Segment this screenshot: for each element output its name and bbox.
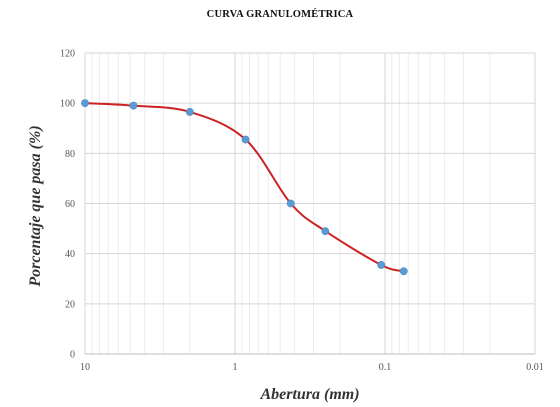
x-tick-label: 0.1	[379, 362, 392, 373]
data-point	[241, 135, 250, 144]
y-tick-label: 20	[65, 299, 75, 310]
y-tick-label: 40	[65, 249, 75, 260]
y-tick-label: 0	[70, 350, 75, 361]
major-gridlines	[84, 52, 536, 355]
data-point	[129, 101, 138, 110]
x-tick-labels: 10 1 0.1 0.01	[80, 362, 544, 373]
x-tick-label: 10	[80, 362, 90, 373]
chart-title: CURVA GRANULOMÉTRICA	[206, 9, 354, 20]
data-point	[399, 267, 408, 276]
series-line	[84, 102, 405, 273]
x-tick-label: 0.01	[526, 362, 544, 373]
y-tick-labels: 0 20 40 60 80 100 120	[60, 49, 75, 361]
data-point	[321, 227, 330, 235]
data-point	[377, 261, 386, 269]
data-point	[81, 99, 89, 108]
y-axis-title: Porcentaje que pasa (%)	[27, 125, 44, 287]
y-tick-label: 120	[60, 49, 75, 60]
data-point	[286, 199, 295, 208]
x-axis-title: Abertura (mm)	[259, 386, 359, 403]
x-tick-label: 1	[233, 362, 238, 373]
y-tick-label: 80	[65, 149, 75, 160]
data-point	[185, 108, 194, 116]
data-series	[81, 99, 408, 276]
y-tick-label: 60	[65, 199, 75, 210]
y-tick-label: 100	[60, 99, 75, 110]
